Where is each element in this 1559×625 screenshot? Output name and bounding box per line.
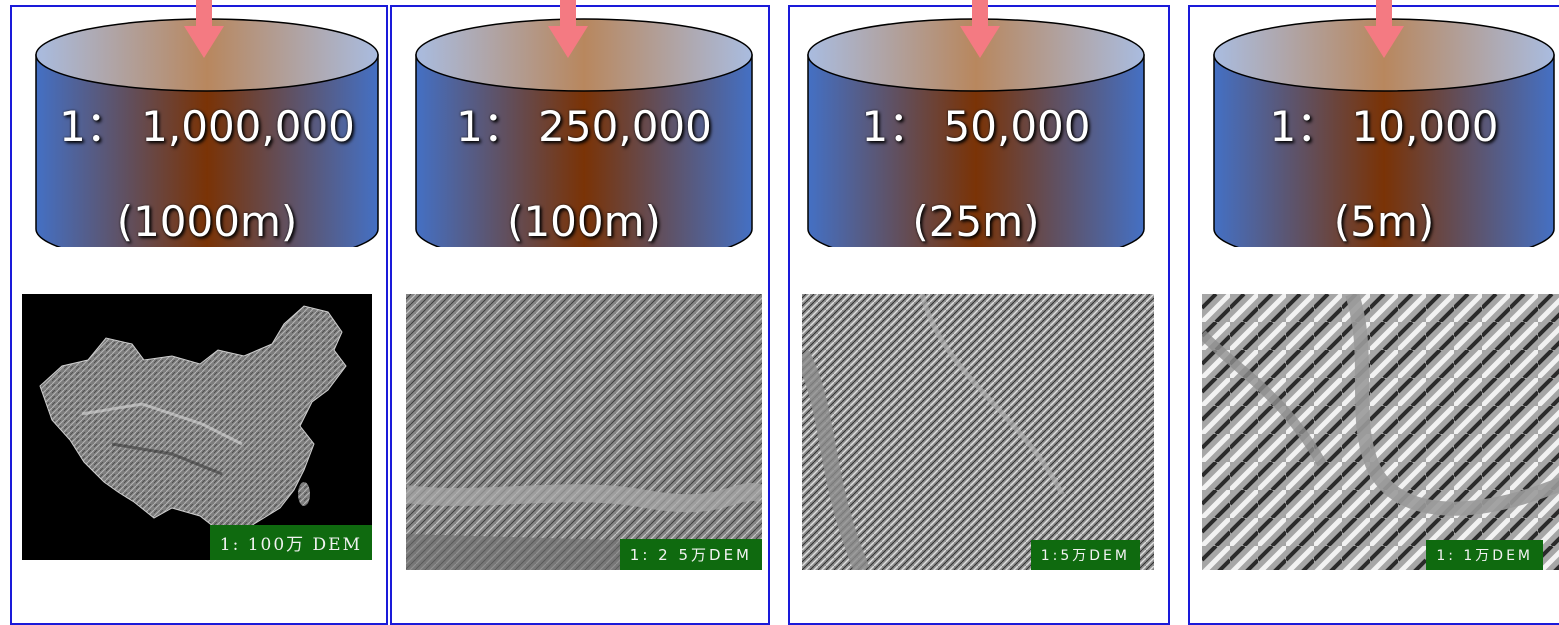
scale-label: 1： 250,000	[456, 102, 712, 151]
scale-label: 1： 1,000,000	[59, 102, 355, 151]
dem-scale-label: 1:5万DEM	[1030, 540, 1140, 570]
resolution-label: (25m)	[912, 197, 1040, 246]
dem-scale-label: 1: 1万DEM	[1426, 540, 1543, 570]
dem-image-50k: 1:5万DEM	[802, 294, 1154, 570]
panel-1m: 1： 1,000,000 (1000m) 1: 100万 DEM	[10, 5, 388, 625]
scale-label: 1： 50,000	[861, 102, 1091, 151]
resolution-label: (5m)	[1333, 197, 1435, 246]
dem-scale-label: 1: 2 5万DEM	[619, 539, 762, 570]
database-cylinder-icon	[35, 18, 379, 247]
arrow-down-icon	[184, 0, 224, 58]
arrow-down-icon	[1364, 0, 1404, 58]
resolution-label: (1000m)	[116, 197, 298, 246]
panel-250k: 1： 250,000 (100m) 1: 2 5万DEM	[390, 5, 770, 625]
resolution-label: (100m)	[507, 197, 661, 246]
scale-label: 1： 10,000	[1269, 102, 1499, 151]
panel-50k: 1： 50,000 (25m) 1:5万DEM	[788, 5, 1170, 625]
dem-image-china: 1: 100万 DEM	[22, 294, 372, 560]
database-cylinder-icon	[415, 18, 753, 247]
database-cylinder-icon	[807, 18, 1145, 247]
panel-10k: 1： 10,000 (5m) 1: 1万DEM	[1188, 5, 1559, 625]
arrow-down-icon	[960, 0, 1000, 58]
dem-image-10k: 1: 1万DEM	[1202, 294, 1559, 570]
dem-scale-label: 1: 100万 DEM	[209, 525, 372, 560]
dem-image-250k: 1: 2 5万DEM	[406, 294, 762, 570]
arrow-down-icon	[548, 0, 588, 58]
